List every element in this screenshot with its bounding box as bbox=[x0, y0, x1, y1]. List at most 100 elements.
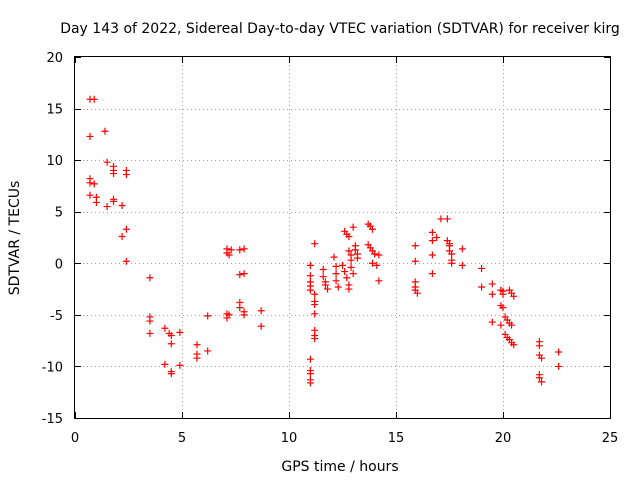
data-point bbox=[306, 370, 314, 378]
data-point bbox=[555, 348, 563, 356]
data-point bbox=[122, 171, 130, 179]
data-point bbox=[458, 261, 466, 269]
data-point bbox=[311, 240, 319, 248]
data-point bbox=[478, 283, 486, 291]
data-point bbox=[311, 310, 319, 318]
data-point bbox=[122, 257, 130, 265]
data-point bbox=[257, 307, 265, 315]
x-tick-label: 0 bbox=[71, 431, 79, 446]
data-point bbox=[167, 370, 175, 378]
data-point bbox=[343, 274, 351, 282]
data-point bbox=[161, 324, 169, 332]
data-point bbox=[146, 317, 154, 325]
data-point bbox=[204, 312, 212, 320]
axis-ticks: 0 5 10 15 20 25 -15 -10 -5 0 5 10 15 20 bbox=[42, 51, 619, 446]
data-point bbox=[240, 311, 248, 319]
data-point bbox=[311, 301, 319, 309]
data-point bbox=[334, 283, 342, 291]
data-point bbox=[373, 261, 381, 269]
data-point bbox=[227, 246, 235, 254]
data-point bbox=[458, 245, 466, 253]
data-point bbox=[448, 250, 456, 258]
data-point bbox=[448, 259, 456, 267]
data-point bbox=[332, 270, 340, 278]
data-points bbox=[86, 95, 563, 387]
data-point bbox=[257, 322, 265, 330]
data-point bbox=[497, 321, 505, 329]
data-point bbox=[375, 277, 383, 285]
y-axis-label: SDTVAR / TECUs bbox=[7, 181, 23, 296]
data-point bbox=[428, 237, 436, 245]
data-point bbox=[428, 270, 436, 278]
data-point bbox=[332, 262, 340, 270]
data-point bbox=[347, 256, 355, 264]
data-point bbox=[204, 347, 212, 355]
data-point bbox=[535, 342, 543, 350]
data-point bbox=[368, 259, 376, 267]
data-point bbox=[349, 270, 357, 278]
data-point bbox=[306, 272, 314, 280]
y-tick-label: -5 bbox=[50, 309, 63, 324]
data-point bbox=[341, 268, 349, 276]
data-point bbox=[176, 328, 184, 336]
data-point bbox=[103, 203, 111, 211]
data-point bbox=[321, 281, 329, 289]
data-point bbox=[103, 158, 111, 166]
data-point bbox=[510, 341, 518, 349]
data-point bbox=[101, 127, 109, 135]
data-point bbox=[345, 232, 353, 240]
y-tick-label: 0 bbox=[55, 257, 63, 272]
data-point bbox=[118, 202, 126, 210]
x-tick-label: 15 bbox=[388, 431, 405, 446]
data-point bbox=[146, 329, 154, 337]
data-point bbox=[538, 354, 546, 362]
data-point bbox=[92, 198, 100, 206]
y-tick-label: 10 bbox=[46, 154, 63, 169]
data-point bbox=[146, 274, 154, 282]
data-point bbox=[478, 264, 486, 272]
data-point bbox=[535, 374, 543, 382]
data-point bbox=[508, 321, 516, 329]
data-point bbox=[538, 378, 546, 386]
plot-frame bbox=[74, 56, 611, 419]
data-point bbox=[306, 286, 314, 294]
data-point bbox=[167, 340, 175, 348]
data-point bbox=[351, 246, 359, 254]
data-point bbox=[311, 290, 319, 298]
data-point bbox=[345, 285, 353, 293]
y-tick-label: -10 bbox=[42, 360, 63, 375]
data-point bbox=[225, 251, 233, 259]
data-point bbox=[345, 247, 353, 255]
data-point bbox=[90, 95, 98, 103]
data-point bbox=[193, 341, 201, 349]
data-point bbox=[555, 362, 563, 370]
data-point bbox=[319, 273, 327, 281]
data-point bbox=[86, 179, 94, 187]
chart-title: Day 143 of 2022, Sidereal Day-to-day VTE… bbox=[60, 21, 620, 37]
data-point bbox=[371, 250, 379, 258]
data-point bbox=[443, 215, 451, 223]
data-point bbox=[86, 132, 94, 140]
data-point bbox=[353, 254, 361, 262]
x-tick-label: 5 bbox=[178, 431, 186, 446]
data-point bbox=[118, 232, 126, 240]
data-point bbox=[339, 261, 346, 269]
data-point bbox=[375, 251, 383, 259]
data-point bbox=[236, 271, 244, 279]
y-tick-label: 15 bbox=[46, 103, 63, 118]
y-tick-label: -15 bbox=[42, 412, 63, 427]
y-tick-label: 20 bbox=[46, 51, 63, 66]
data-point bbox=[176, 361, 184, 369]
data-point bbox=[488, 290, 496, 298]
data-point bbox=[332, 277, 340, 285]
data-point bbox=[330, 253, 338, 261]
data-point bbox=[167, 331, 175, 339]
data-point bbox=[324, 285, 332, 293]
data-point bbox=[428, 251, 436, 259]
data-point bbox=[110, 170, 118, 178]
data-point bbox=[86, 191, 94, 199]
data-point bbox=[193, 354, 201, 362]
data-point bbox=[411, 257, 419, 265]
data-point bbox=[161, 360, 169, 368]
data-point bbox=[90, 180, 98, 188]
